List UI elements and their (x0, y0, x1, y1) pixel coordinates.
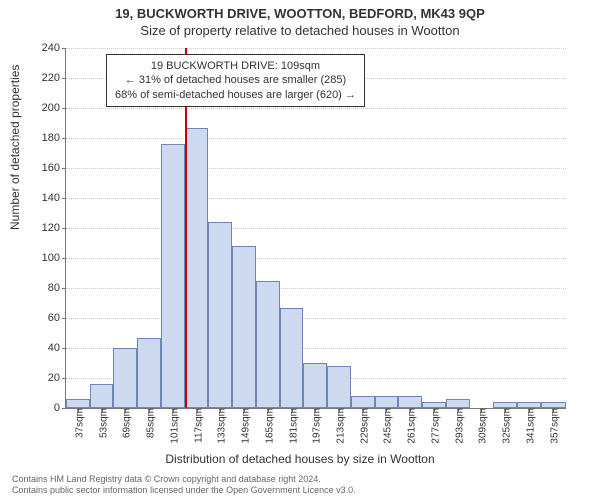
y-tick-label: 20 (48, 372, 66, 384)
y-tick-label: 60 (48, 312, 66, 324)
histogram-bar (398, 396, 422, 408)
x-tick-label: 341sqm (521, 408, 536, 444)
histogram-bar (351, 396, 375, 408)
x-tick-label: 213sqm (331, 408, 346, 444)
grid-line (66, 318, 566, 319)
grid-line (66, 48, 566, 49)
x-tick-label: 165sqm (260, 408, 275, 444)
y-tick-label: 120 (42, 222, 66, 234)
x-tick-label: 117sqm (189, 408, 204, 443)
y-axis-label: Number of detached properties (8, 65, 22, 230)
x-tick-label: 69sqm (118, 408, 133, 438)
histogram-bar (90, 384, 114, 408)
y-tick-label: 0 (54, 402, 66, 414)
histogram-bar (446, 399, 470, 408)
y-tick-label: 160 (42, 162, 66, 174)
annotation-line3: 68% of semi-detached houses are larger (… (115, 88, 356, 102)
title-sub: Size of property relative to detached ho… (0, 21, 600, 38)
x-tick-label: 149sqm (237, 408, 252, 444)
grid-line (66, 168, 566, 169)
y-tick-label: 180 (42, 132, 66, 144)
x-tick-label: 229sqm (355, 408, 370, 444)
footer-attribution: Contains HM Land Registry data © Crown c… (12, 474, 356, 496)
grid-line (66, 138, 566, 139)
histogram-bar (66, 399, 90, 408)
grid-line (66, 108, 566, 109)
annotation-line2: ← 31% of detached houses are smaller (28… (115, 73, 356, 87)
x-tick-label: 101sqm (165, 408, 180, 444)
y-tick-label: 200 (42, 102, 66, 114)
histogram-bar (113, 348, 137, 408)
histogram-bar (208, 222, 232, 408)
histogram-bar (303, 363, 327, 408)
annotation-box: 19 BUCKWORTH DRIVE: 109sqm← 31% of detac… (106, 54, 365, 107)
histogram-bar (280, 308, 304, 409)
title-main: 19, BUCKWORTH DRIVE, WOOTTON, BEDFORD, M… (0, 0, 600, 21)
y-tick-label: 240 (42, 42, 66, 54)
x-tick-label: 261sqm (403, 408, 418, 444)
y-tick-label: 140 (42, 192, 66, 204)
annotation-line1: 19 BUCKWORTH DRIVE: 109sqm (115, 59, 356, 73)
y-tick-label: 80 (48, 282, 66, 294)
x-tick-label: 325sqm (498, 408, 513, 444)
footer-line2: Contains public sector information licen… (12, 485, 356, 496)
x-tick-label: 245sqm (379, 408, 394, 444)
x-tick-label: 293sqm (450, 408, 465, 444)
histogram-chart: 02040608010012014016018020022024037sqm53… (65, 48, 566, 409)
histogram-bar (137, 338, 161, 409)
y-tick-label: 40 (48, 342, 66, 354)
histogram-bar (375, 396, 399, 408)
x-axis-label: Distribution of detached houses by size … (0, 452, 600, 466)
x-tick-label: 37sqm (70, 408, 85, 438)
histogram-bar (232, 246, 256, 408)
x-tick-label: 357sqm (545, 408, 560, 444)
grid-line (66, 228, 566, 229)
x-tick-label: 181sqm (284, 408, 299, 444)
footer-line1: Contains HM Land Registry data © Crown c… (12, 474, 356, 485)
x-tick-label: 197sqm (308, 408, 323, 444)
grid-line (66, 198, 566, 199)
x-tick-label: 133sqm (213, 408, 228, 444)
histogram-bar (256, 281, 280, 409)
x-tick-label: 85sqm (142, 408, 157, 438)
x-tick-label: 53sqm (94, 408, 109, 438)
x-tick-label: 277sqm (426, 408, 441, 444)
histogram-bar (185, 128, 209, 409)
y-tick-label: 220 (42, 72, 66, 84)
grid-line (66, 288, 566, 289)
y-tick-label: 100 (42, 252, 66, 264)
x-tick-label: 309sqm (474, 408, 489, 444)
histogram-bar (327, 366, 351, 408)
grid-line (66, 258, 566, 259)
histogram-bar (161, 144, 185, 408)
